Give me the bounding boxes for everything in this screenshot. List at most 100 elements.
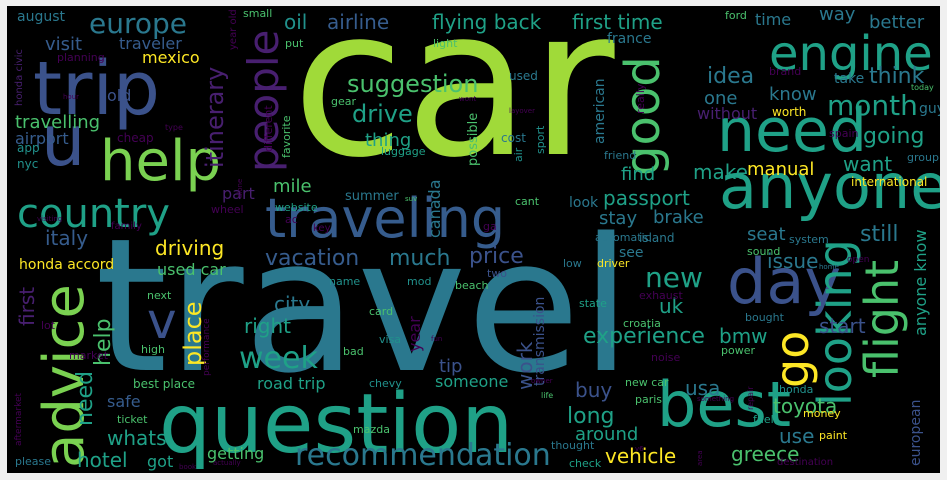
word-honda: honda [779,383,814,396]
word-system: system [789,233,829,246]
word-time: time [755,10,792,29]
word-traveling: traveling [265,187,506,250]
word-much: much [389,246,451,271]
word-find: find [621,164,656,185]
word-year: year [405,316,424,352]
word-make: make [693,160,748,184]
word-manual: manual [747,159,815,180]
word-app: app [17,141,40,155]
word-month: month [827,89,918,122]
word-whats: whats [107,426,167,450]
word-chevy: chevy [369,377,402,390]
word-book: book [179,463,197,471]
word-usa: usa [685,376,721,400]
word-wheel: wheel [211,203,244,216]
word-canada: canada [425,179,444,238]
word-trip: trip [33,46,160,132]
word-airline: airline [327,10,390,34]
word-ford: ford [725,9,747,22]
word-group: group [907,151,939,164]
word-cheap: cheap [117,131,154,145]
word-honda-civic: honda civic [14,49,25,106]
word-low: low [563,257,582,270]
word-transmission: transmission [532,296,548,386]
word-something: something [697,395,735,403]
word-europe: europe [89,7,187,40]
word-country: country [17,191,170,237]
word-price: price [469,244,524,269]
word-idea: idea [707,64,755,89]
word-brake: brake [653,207,704,228]
word-paint: paint [819,429,848,442]
word-really: really [634,83,647,114]
word-mazda: mazda [353,423,390,436]
word-used-car: used car [157,260,226,279]
word-guy: guy [919,101,940,117]
word-hour: hour [63,93,80,101]
word-new-car: new car [625,376,669,389]
word-buy: buy [575,378,613,402]
word-croatia: croatia [623,317,661,330]
word-around: around [575,424,639,445]
word-issue: issue [767,249,819,273]
word-island: island [639,231,675,245]
word-still: still [860,222,899,247]
word-long: long [567,404,615,429]
word-day: day [727,245,842,318]
word-city: city [274,292,311,316]
word-experience: experience [583,324,705,349]
word-take: take [834,71,865,87]
word-state: state [579,297,607,310]
word-actually: actually [213,459,241,467]
word-driver: driver [597,257,630,270]
word-mile: mile [273,176,312,197]
word-one: one [704,88,738,109]
word-luggage: luggage [381,145,426,158]
word-oil: oil [284,10,308,34]
word-new: new [645,261,703,294]
word-honda-accord: honda accord [19,257,115,273]
word-brand: brand [769,65,802,78]
word-way: way [819,6,856,25]
word-use: use [779,424,815,448]
word-stay: stay [599,208,638,229]
word-vacation: vacation [265,246,360,271]
word-used: used [509,69,538,83]
word-travel: travel [95,198,632,414]
word-v6: v6 [635,445,644,453]
word-wont: wont [459,95,477,103]
word-seat: seat [747,224,786,245]
word-think: think [869,64,925,89]
word-question: question [159,377,514,472]
word-year-old: year old [228,9,239,50]
word-got: got [147,452,174,471]
word-car: car [292,6,615,203]
word-aftermarket: aftermarket [14,392,24,446]
word-money: money [803,407,841,420]
word-safe: safe [107,392,141,411]
word-automatic: automatic [595,231,651,244]
word-international: international [851,175,928,189]
word-toyota: toyota [773,394,838,418]
word-favorite: favorite [280,115,293,158]
word-start: start [819,314,866,338]
word-planning: planning [57,51,105,64]
word-name: name [329,275,361,288]
word-open: open [847,255,870,265]
word-home: home [819,263,839,271]
word-exhaust: exhaust [639,289,683,302]
word-next: next [147,289,172,302]
word-august: august [17,9,65,25]
word-go: go [765,330,819,388]
word-nyc: nyc [17,157,39,171]
word-first-time: first time [572,10,663,34]
word-thing: thing [365,130,412,151]
word-market: market [69,349,109,362]
word-travelling: travelling [15,112,101,133]
word-right: right [244,314,291,338]
word-different: different [262,105,275,152]
word-put: put [285,37,304,50]
word-getting: getting [207,444,265,463]
word-italy: italy [45,226,89,250]
word-life: life [541,391,554,400]
